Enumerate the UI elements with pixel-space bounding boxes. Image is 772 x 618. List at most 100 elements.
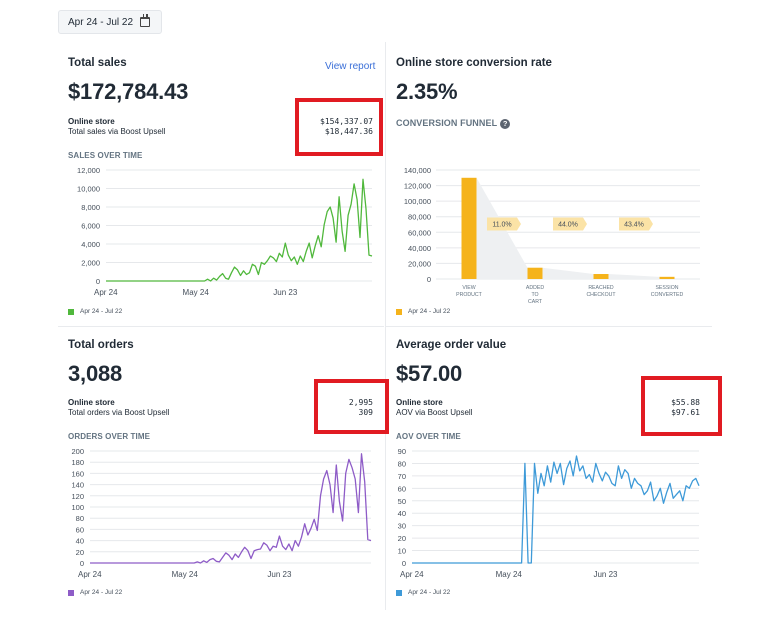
conversion-rate-tag (619, 217, 653, 231)
card-title: Total sales (68, 57, 127, 69)
y-tick-label: 80 (76, 514, 84, 523)
y-tick-label: 2,000 (81, 259, 100, 268)
breakdown-value: $97.61 (671, 408, 700, 417)
x-tick-label: CONVERTED (651, 292, 684, 298)
highlight-box (314, 379, 389, 434)
breakdown-label: Total sales via Boost Upsell (68, 127, 166, 136)
y-tick-label: 60 (398, 484, 406, 493)
section-label: CONVERSION FUNNEL (396, 118, 498, 128)
orders-over-time-chart: 0 20 40 60 80 100 120 140 160 180 200 Apr 24 May 24 J… (71, 447, 372, 579)
y-tick-label: 120,000 (404, 182, 431, 191)
section-heading: AOV OVER TIME (396, 432, 461, 441)
y-tick-label: 80 (398, 459, 406, 468)
conversion-rate-tag (553, 217, 587, 231)
x-tick-label: CART (528, 299, 543, 305)
legend-swatch (68, 308, 74, 315)
legend-swatch (396, 308, 402, 315)
series-line (90, 453, 372, 564)
x-tick-label: VIEW (462, 285, 475, 291)
y-tick-label: 30 (398, 522, 406, 531)
y-tick-label: 70 (398, 472, 406, 481)
funnel-bar (527, 267, 543, 279)
legend-label: Apr 24 - Jul 22 (408, 308, 451, 315)
y-tick-label: 40,000 (408, 244, 431, 253)
y-tick-label: 20 (76, 548, 84, 557)
y-tick-label: 100 (71, 503, 84, 512)
sales-over-time-chart: 0 2,000 4,000 6,000 8,000 10,000 12,000 Apr 24 M… (77, 166, 373, 297)
conversion-rate-value: 2.35% (396, 79, 458, 104)
card-title: Total orders (68, 339, 134, 351)
x-tick-label: Jun 23 (273, 288, 298, 297)
card-title: Online store conversion rate (396, 57, 552, 69)
x-tick-label: Apr 24 (78, 570, 102, 579)
y-tick-label: 0 (80, 559, 84, 568)
conversion-rate-label: 43.4% (624, 222, 644, 229)
conversion-rate-label: 11.0% (492, 222, 511, 229)
y-tick-label: 180 (71, 458, 84, 467)
y-tick-label: 140,000 (404, 166, 431, 175)
total-sales-value: $172,784.43 (68, 79, 189, 104)
y-tick-label: 10,000 (77, 185, 100, 194)
aov-over-time-chart: 0 10 20 30 40 50 60 70 80 90 Apr 24 May 24 Jun 23 (398, 447, 700, 579)
chart-legend: Apr 24 - Jul 22 (396, 308, 450, 315)
legend-label: Apr 24 - Jul 22 (80, 308, 123, 315)
x-tick-label: PRODUCT (456, 292, 482, 298)
y-tick-label: 60 (76, 525, 84, 534)
funnel-bar (593, 274, 609, 279)
breakdown-label: Online store (68, 398, 115, 407)
legend-swatch (396, 589, 402, 596)
y-tick-label: 140 (71, 481, 84, 490)
chart-legend: Apr 24 - Jul 22 (68, 308, 122, 315)
funnel-dropoff (608, 274, 660, 279)
y-tick-label: 200 (71, 447, 84, 456)
y-tick-label: 10 (398, 547, 406, 556)
total-orders-value: 3,088 (68, 361, 123, 386)
y-tick-label: 90 (398, 447, 406, 456)
x-tick-label: May 24 (172, 570, 199, 579)
y-tick-label: 100,000 (404, 197, 431, 206)
y-tick-label: 120 (71, 492, 84, 501)
calendar-icon (140, 14, 150, 27)
help-icon[interactable]: ? (500, 118, 511, 129)
x-tick-label: SESSION (655, 285, 678, 291)
y-tick-label: 40 (398, 509, 406, 518)
breakdown-value: $154,337.07 (320, 117, 373, 126)
section-heading: SALES OVER TIME (68, 151, 143, 160)
chart-legend: Apr 24 - Jul 22 (396, 589, 450, 596)
y-tick-label: 0 (96, 277, 100, 286)
funnel-dropoff (542, 267, 594, 279)
y-tick-label: 80,000 (408, 213, 431, 222)
x-tick-label: Jun 23 (593, 570, 618, 579)
x-tick-label: Apr 24 (400, 570, 424, 579)
view-report-link[interactable]: View report (325, 61, 376, 72)
chart-legend: Apr 24 - Jul 22 (68, 589, 122, 596)
x-tick-label: ADDED (526, 285, 544, 291)
y-tick-label: 20,000 (408, 259, 431, 268)
y-tick-label: 0 (427, 275, 431, 284)
aov-value: $57.00 (396, 361, 463, 386)
conversion-rate-label: 44.0% (558, 222, 578, 229)
section-heading: CONVERSION FUNNEL? (396, 118, 511, 129)
y-tick-label: 50 (398, 497, 406, 506)
x-tick-label: TO (531, 292, 538, 298)
x-tick-label: Apr 24 (94, 288, 118, 297)
x-tick-label: REACHED (588, 285, 614, 291)
breakdown-value: $18,447.36 (324, 127, 373, 136)
date-range-picker[interactable]: Apr 24 - Jul 22 (58, 10, 162, 34)
card-divider-left (58, 326, 384, 327)
funnel-bar (659, 276, 675, 279)
breakdown-label: Online store (396, 398, 443, 407)
breakdown-label: Total orders via Boost Upsell (68, 408, 170, 417)
section-heading: ORDERS OVER TIME (68, 432, 151, 441)
y-tick-label: 0 (402, 559, 406, 568)
x-tick-label: May 24 (183, 288, 210, 297)
y-tick-label: 160 (71, 469, 84, 478)
conversion-funnel-chart: 0 20,000 40,000 60,000 80,000 100,000 120,000 1… (404, 166, 700, 305)
y-tick-label: 20 (398, 534, 406, 543)
highlight-box (641, 376, 722, 436)
date-range-label: Apr 24 - Jul 22 (68, 16, 134, 28)
y-tick-label: 40 (76, 537, 84, 546)
card-divider-vertical (385, 42, 386, 610)
breakdown-value: $55.88 (671, 398, 700, 407)
breakdown-label: Online store (68, 117, 115, 126)
